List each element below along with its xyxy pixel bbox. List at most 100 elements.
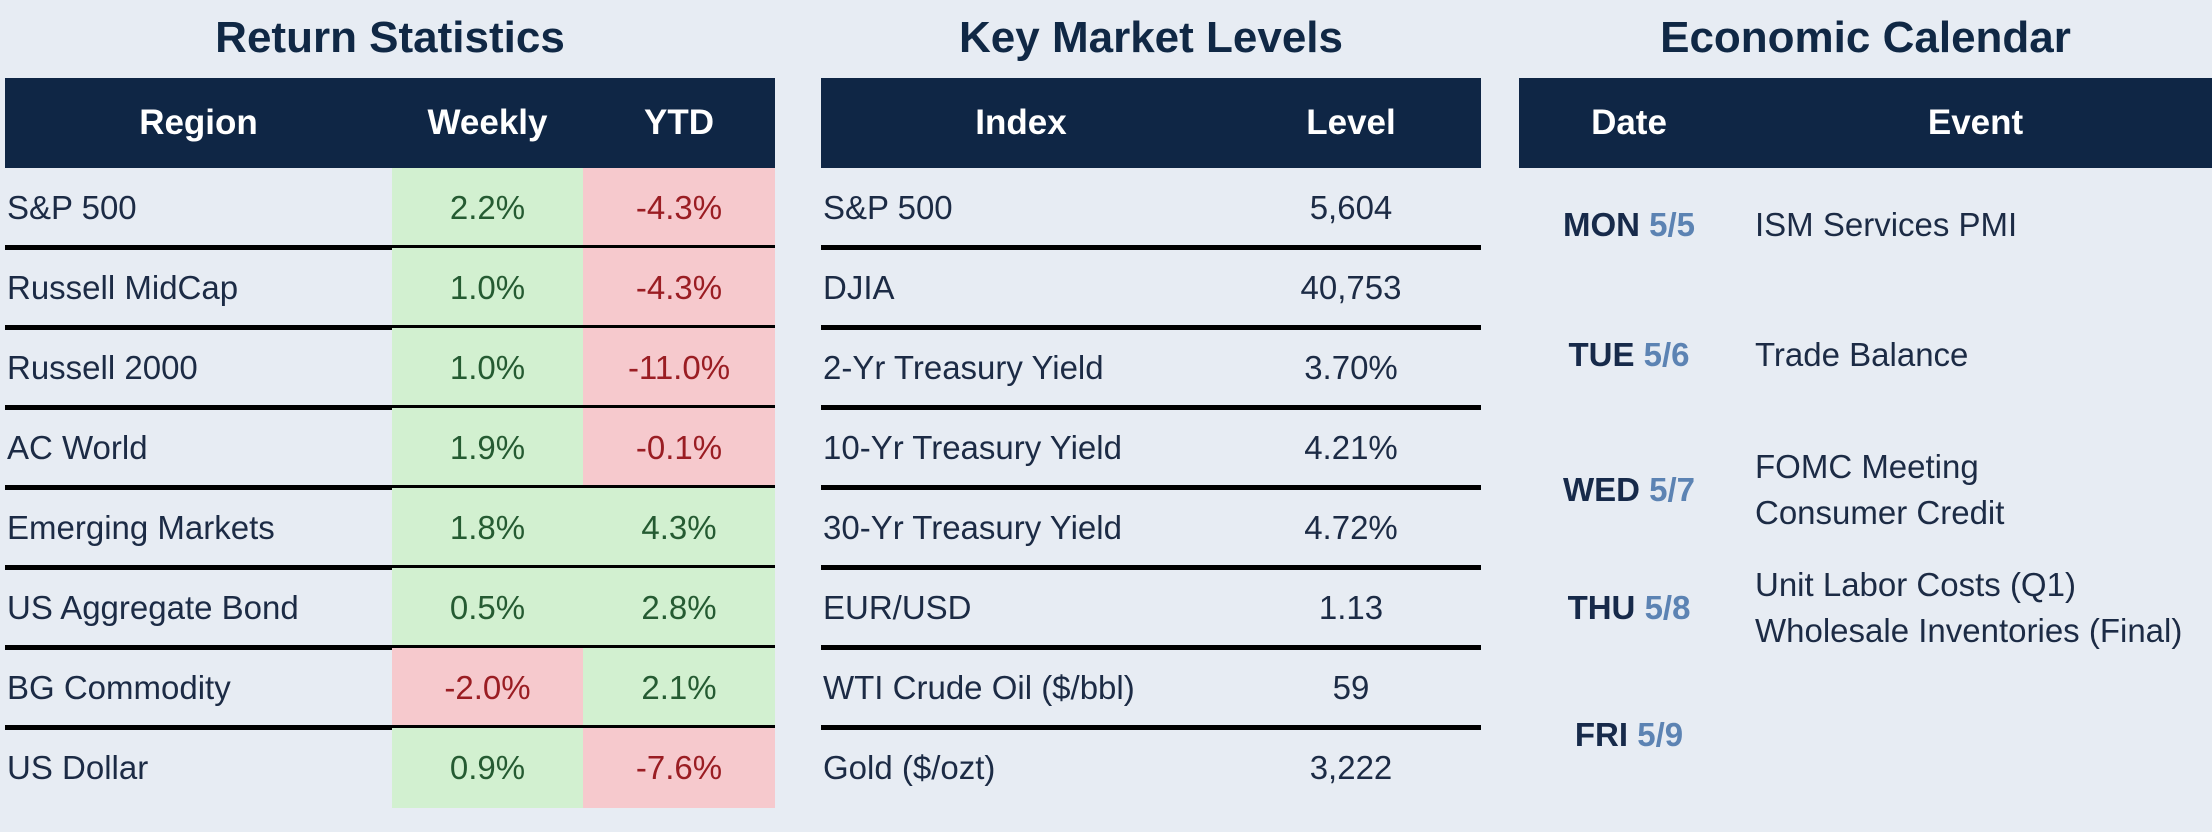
ytd-value: -4.3% — [583, 168, 775, 248]
row-divider — [5, 245, 775, 250]
row-divider — [821, 485, 1481, 490]
ytd-value: 4.3% — [583, 488, 775, 568]
table-row: S&P 500 2.2% -4.3% — [5, 168, 775, 248]
calendar-day: FRI 5/9 — [1519, 685, 2212, 785]
table-row: EUR/USD 1.13 — [821, 568, 1481, 648]
calendar-day: MON 5/5 ISM Services PMI — [1519, 175, 2212, 275]
header-weekly: Weekly — [427, 103, 548, 142]
row-divider — [5, 725, 775, 730]
region-name: Emerging Markets — [7, 509, 275, 546]
day-name: MON — [1562, 206, 1640, 243]
table-row: BG Commodity -2.0% 2.1% — [5, 648, 775, 728]
row-divider — [5, 565, 775, 570]
index-name: 30-Yr Treasury Yield — [823, 509, 1122, 546]
table-row: Gold ($/ozt) 3,222 — [821, 728, 1481, 808]
calendar-event: Unit Labor Costs (Q1) — [1755, 566, 2076, 603]
calendar-event: FOMC Meeting — [1755, 448, 1979, 485]
ytd-value: 2.1% — [583, 648, 775, 728]
table-row: DJIA 40,753 — [821, 248, 1481, 328]
calendar-events: ISM Services PMI — [1755, 175, 2017, 275]
index-name: EUR/USD — [823, 589, 972, 626]
calendar-date: TUE 5/6 — [1519, 305, 1739, 405]
day-date: 5/6 — [1643, 336, 1690, 373]
calendar-event: ISM Services PMI — [1755, 206, 2018, 243]
day-date: 5/5 — [1649, 206, 1696, 243]
calendar-date: WED 5/7 — [1519, 440, 1739, 540]
calendar-event: Trade Balance — [1755, 336, 1969, 373]
return-statistics-header: Region Weekly YTD — [5, 78, 775, 168]
header-event: Event — [1927, 103, 2024, 142]
day-name: WED — [1562, 471, 1640, 508]
index-name: WTI Crude Oil ($/bbl) — [823, 669, 1135, 706]
calendar-events: FOMC Meeting Consumer Credit — [1755, 440, 2004, 540]
calendar-day: TUE 5/6 Trade Balance — [1519, 305, 2212, 405]
level-value: 40,753 — [1300, 269, 1402, 306]
day-name: TUE — [1568, 336, 1635, 373]
economic-calendar-header: Date Event — [1519, 78, 2212, 168]
header-index: Index — [975, 103, 1067, 142]
row-divider — [821, 405, 1481, 410]
ytd-value: 2.8% — [583, 568, 775, 648]
day-date: 5/8 — [1644, 589, 1691, 626]
ytd-value: -7.6% — [583, 728, 775, 808]
calendar-events: Trade Balance — [1755, 305, 1968, 405]
row-divider — [5, 325, 775, 330]
row-divider — [5, 485, 775, 490]
table-row: 10-Yr Treasury Yield 4.21% — [821, 408, 1481, 488]
weekly-value: 1.0% — [392, 328, 583, 408]
table-row: Emerging Markets 1.8% 4.3% — [5, 488, 775, 568]
row-divider — [821, 645, 1481, 650]
level-value: 4.21% — [1304, 429, 1398, 466]
weekly-value: 1.9% — [392, 408, 583, 488]
index-name: 10-Yr Treasury Yield — [823, 429, 1122, 466]
key-market-levels-header: Index Level — [821, 78, 1481, 168]
region-name: Russell MidCap — [7, 269, 239, 306]
index-name: S&P 500 — [823, 189, 953, 226]
header-date: Date — [1591, 103, 1667, 142]
table-row: Russell MidCap 1.0% -4.3% — [5, 248, 775, 328]
table-row: WTI Crude Oil ($/bbl) 59 — [821, 648, 1481, 728]
calendar-day: WED 5/7 FOMC Meeting Consumer Credit — [1519, 440, 2212, 540]
header-level: Level — [1306, 103, 1396, 142]
header-region: Region — [139, 103, 258, 142]
table-row: US Aggregate Bond 0.5% 2.8% — [5, 568, 775, 648]
table-row: 30-Yr Treasury Yield 4.72% — [821, 488, 1481, 568]
calendar-date: THU 5/8 — [1519, 558, 1739, 658]
economic-calendar-title: Economic Calendar — [1660, 13, 2071, 62]
level-value: 3,222 — [1309, 749, 1393, 786]
level-value: 59 — [1332, 669, 1370, 706]
region-name: S&P 500 — [7, 189, 137, 226]
region-name: US Aggregate Bond — [7, 589, 299, 626]
row-divider — [5, 645, 775, 650]
level-value: 5,604 — [1309, 189, 1393, 226]
region-name: AC World — [7, 429, 148, 466]
key-market-levels-panel: Key Market Levels Index Level S&P 500 5,6… — [821, 0, 1481, 832]
row-divider — [5, 405, 775, 410]
calendar-events: Unit Labor Costs (Q1) Wholesale Inventori… — [1755, 558, 2182, 658]
economic-calendar-panel: Economic Calendar Date Event MON 5/5 ISM … — [1519, 0, 2212, 832]
weekly-value: 2.2% — [392, 168, 583, 248]
day-name: THU — [1567, 589, 1636, 626]
calendar-event: Wholesale Inventories (Final) — [1755, 612, 2183, 649]
weekly-value: -2.0% — [392, 648, 583, 728]
header-ytd: YTD — [644, 103, 714, 142]
row-divider — [821, 325, 1481, 330]
index-name: 2-Yr Treasury Yield — [823, 349, 1104, 386]
level-value: 1.13 — [1318, 589, 1384, 626]
level-value: 3.70% — [1304, 349, 1398, 386]
ytd-value: -11.0% — [583, 328, 775, 408]
index-name: DJIA — [823, 269, 895, 306]
calendar-date: FRI 5/9 — [1519, 685, 1739, 785]
weekly-value: 0.9% — [392, 728, 583, 808]
table-row: Russell 2000 1.0% -11.0% — [5, 328, 775, 408]
calendar-date: MON 5/5 — [1519, 175, 1739, 275]
table-row: AC World 1.9% -0.1% — [5, 408, 775, 488]
key-market-levels-title: Key Market Levels — [959, 13, 1343, 62]
region-name: US Dollar — [7, 749, 149, 786]
index-name: Gold ($/ozt) — [823, 749, 996, 786]
table-row: 2-Yr Treasury Yield 3.70% — [821, 328, 1481, 408]
return-statistics-panel: Return Statistics Region Weekly YTD S&P … — [5, 0, 775, 832]
weekly-value: 1.8% — [392, 488, 583, 568]
day-name: FRI — [1574, 716, 1629, 753]
table-row: S&P 500 5,604 — [821, 168, 1481, 248]
